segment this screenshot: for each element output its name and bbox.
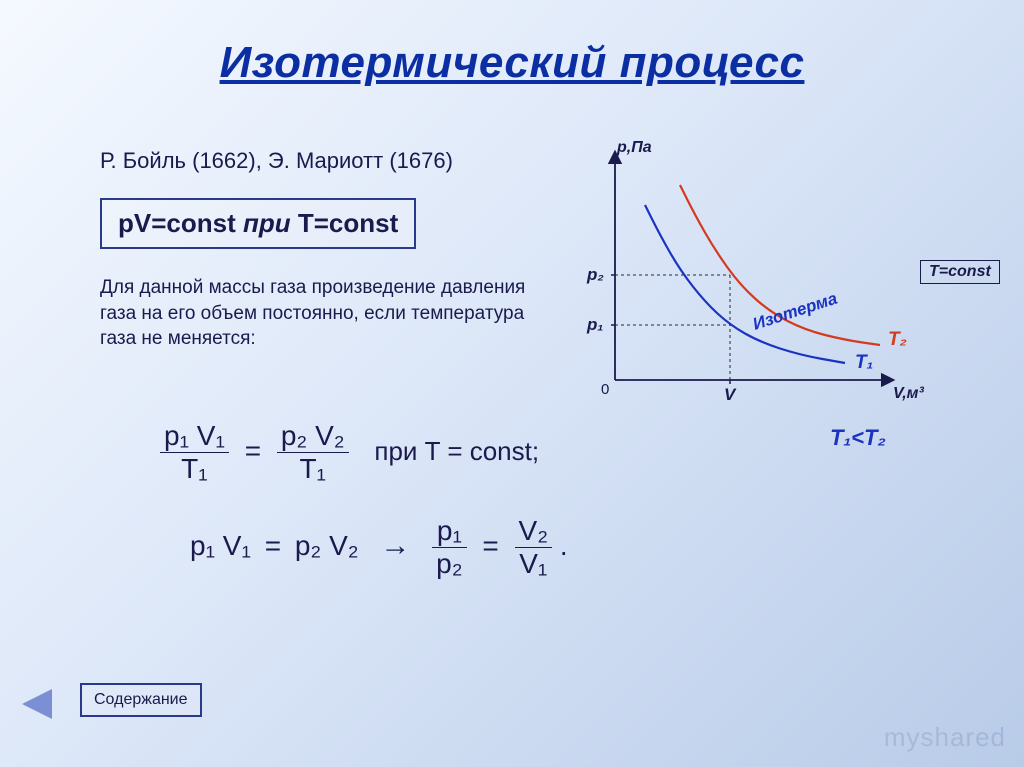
prev-arrow-icon[interactable] <box>22 689 52 719</box>
f2-l: p₁ V₁ <box>190 530 251 561</box>
svg-text:p₂: p₂ <box>586 265 604 284</box>
f2-dot: . <box>560 530 568 561</box>
formula-line-2: p₁ V₁ = p₂ V₂ → p₁p₂ = V₂V₁ . <box>160 515 700 580</box>
f2-fl-den: p₂ <box>432 548 466 580</box>
svg-text:Изотерма: Изотерма <box>750 289 839 334</box>
page-title: Изотермический процесс <box>0 0 1024 88</box>
condition-label: T₁<T₂ <box>830 425 886 451</box>
main-formula-box: pV=const при T=const <box>100 198 416 249</box>
t-const-box: T=const <box>920 260 1000 284</box>
f1-cond: при T = const; <box>356 436 539 466</box>
svg-text:p₁: p₁ <box>586 315 603 334</box>
f1-rhs-num: p₂ V₂ <box>277 420 349 453</box>
pv-chart: p,ПаV,м³0p₂p₁VT₁T₂Изотерма T=const T₁<T₂ <box>560 140 980 440</box>
svg-text:T₁: T₁ <box>855 352 873 373</box>
formula-line-1: p₁ V₁T₁ = p₂ V₂T₁ при T = const; <box>160 420 700 485</box>
watermark-text: myshared <box>884 722 1006 753</box>
authors-subtitle: Р. Бойль (1662), Э. Мариотт (1676) <box>100 148 453 174</box>
svg-text:V,м³: V,м³ <box>893 385 924 402</box>
svg-text:0: 0 <box>601 381 609 398</box>
formula-pv: pV=const при T=const <box>118 208 398 238</box>
svg-text:T₂: T₂ <box>888 329 907 350</box>
svg-text:V: V <box>724 385 737 404</box>
f2-fl-num: p₁ <box>432 515 466 548</box>
derivation-formulas: p₁ V₁T₁ = p₂ V₂T₁ при T = const; p₁ V₁ =… <box>160 420 700 610</box>
arrow-icon: → <box>366 529 424 562</box>
f1-rhs-den: T₁ <box>277 453 349 485</box>
f2-r: p₂ V₂ <box>295 530 359 561</box>
f2-fr-num: V₂ <box>515 515 553 548</box>
f1-lhs-num: p₁ V₁ <box>160 420 229 453</box>
contents-button[interactable]: Содержание <box>80 683 202 717</box>
chart-svg: p,Па V,м³ 0 p₂ p₁ V T₁ T₂ Изотерма <box>560 140 980 440</box>
description-text: Для данной массы газа произведение давле… <box>100 275 530 352</box>
f1-lhs-den: T₁ <box>160 453 229 485</box>
svg-text:p,Па: p,Па <box>616 140 652 156</box>
f2-fr-den: V₁ <box>515 548 553 580</box>
